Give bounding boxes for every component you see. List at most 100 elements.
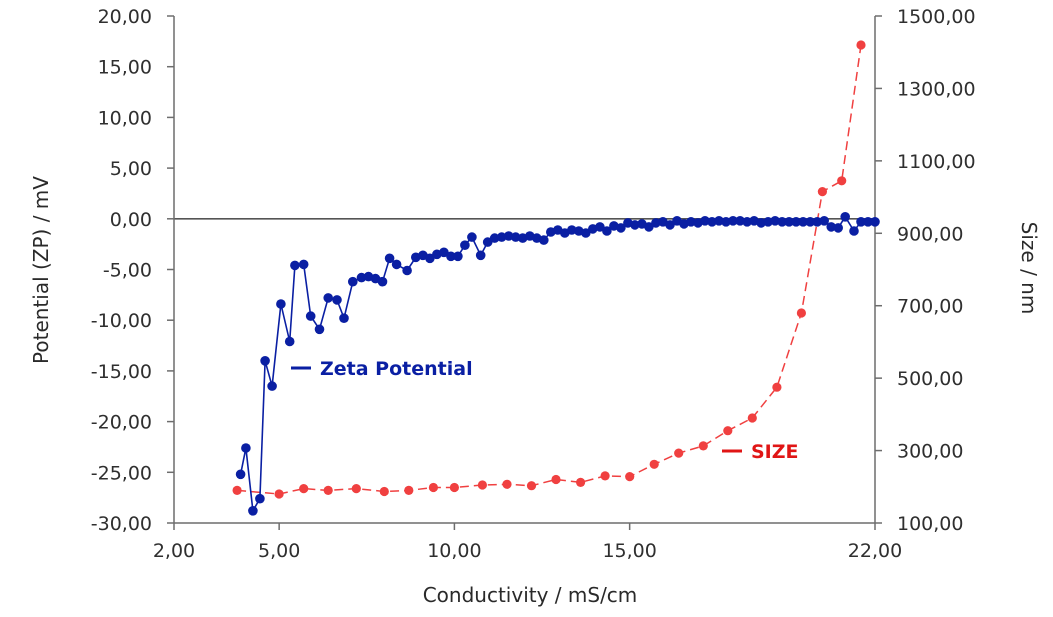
data-point-zeta-potential	[707, 217, 717, 227]
data-point-zeta-potential	[475, 250, 486, 261]
data-point-zeta-potential	[798, 217, 808, 227]
x-tick-label: 5,00	[258, 540, 300, 562]
data-point-size	[274, 489, 284, 499]
y-tick-label: -25,00	[91, 462, 152, 484]
data-point-size	[837, 176, 847, 186]
data-point-zeta-potential	[644, 222, 654, 232]
data-point-size	[551, 474, 561, 485]
data-point-zeta-potential	[467, 232, 477, 242]
data-point-zeta-potential	[332, 295, 342, 305]
data-point-zeta-potential	[616, 223, 626, 233]
series-zeta-potential	[235, 212, 880, 516]
data-point-zeta-potential	[777, 217, 787, 227]
data-point-zeta-potential	[805, 217, 815, 227]
data-point-zeta-potential	[539, 235, 549, 245]
legend-size-label: SIZE	[751, 441, 799, 463]
data-point-zeta-potential	[735, 216, 745, 226]
data-point-zeta-potential	[276, 299, 286, 309]
data-point-zeta-potential	[267, 381, 277, 391]
data-point-size	[674, 448, 684, 458]
data-point-zeta-potential	[314, 324, 325, 335]
data-point-zeta-potential	[391, 259, 402, 270]
data-point-zeta-potential	[248, 506, 258, 516]
data-point-size	[526, 481, 537, 491]
data-point-zeta-potential	[384, 253, 395, 264]
data-point-size	[796, 308, 807, 318]
series-layer	[232, 40, 880, 516]
y-tick-label: -5,00	[103, 260, 152, 282]
data-point-zeta-potential	[460, 240, 470, 250]
data-point-zeta-potential	[595, 222, 605, 232]
y2-tick-label: 900,00	[897, 223, 963, 245]
data-point-zeta-potential	[826, 222, 836, 232]
data-point-zeta-potential	[510, 232, 521, 242]
y2-tick-label: 1500,00	[897, 6, 976, 28]
data-point-size	[817, 187, 828, 197]
data-point-zeta-potential	[567, 225, 577, 235]
data-point-size	[600, 471, 610, 481]
data-point-zeta-potential	[489, 233, 500, 243]
y-tick-label: -30,00	[91, 513, 152, 535]
data-point-size	[379, 486, 389, 497]
y2-tick-label: 300,00	[897, 441, 963, 463]
data-point-size	[404, 485, 414, 495]
data-point-zeta-potential	[260, 356, 270, 366]
x-axis-label: Conductivity / mS/cm	[423, 583, 638, 607]
data-point-size	[232, 485, 242, 495]
data-point-zeta-potential	[446, 251, 456, 262]
data-point-zeta-potential	[849, 226, 859, 236]
data-point-size	[747, 413, 757, 423]
data-point-size	[698, 441, 708, 451]
data-point-size	[323, 485, 333, 495]
data-point-zeta-potential	[819, 216, 829, 226]
legend-size: SIZE	[722, 441, 799, 463]
data-point-zeta-potential	[581, 228, 591, 238]
legend-zeta-potential: Zeta Potential	[291, 358, 473, 380]
data-point-size	[299, 484, 309, 494]
data-point-zeta-potential	[439, 247, 449, 258]
data-point-zeta-potential	[630, 220, 640, 230]
y-tick-label: 15,00	[98, 57, 152, 79]
data-point-size	[723, 426, 733, 436]
y-axis-label: Potential (ZP) / mV	[29, 176, 53, 364]
data-point-zeta-potential	[255, 493, 265, 504]
data-point-size	[649, 459, 659, 469]
data-point-zeta-potential	[791, 217, 801, 227]
data-point-zeta-potential	[870, 217, 880, 227]
y2-axis-label: Size / nm	[1017, 222, 1041, 315]
data-point-zeta-potential	[728, 216, 738, 226]
data-point-zeta-potential	[235, 469, 246, 480]
x-tick-label: 22,00	[848, 540, 902, 562]
y-tick-label: 20,00	[98, 6, 152, 28]
data-point-zeta-potential	[482, 237, 493, 247]
data-point-zeta-potential	[840, 212, 850, 222]
y2-tick-label: 500,00	[897, 368, 963, 390]
data-point-zeta-potential	[665, 220, 675, 230]
y-tick-label: -10,00	[91, 310, 152, 332]
y-tick-label: 0,00	[110, 209, 152, 231]
data-point-size	[502, 479, 512, 489]
y-tick-label: 5,00	[110, 158, 152, 180]
data-point-zeta-potential	[763, 217, 773, 227]
y2-tick-label: 1300,00	[897, 78, 976, 100]
data-point-zeta-potential	[305, 311, 316, 321]
data-point-zeta-potential	[700, 216, 710, 226]
data-point-zeta-potential	[812, 217, 822, 227]
data-point-zeta-potential	[602, 226, 612, 236]
x-tick-label: 10,00	[427, 540, 481, 562]
data-point-zeta-potential	[453, 251, 463, 262]
data-point-zeta-potential	[402, 265, 412, 276]
tick-layer: 2,00 5,00 10,00 15,00 22,00 20,00 15,00 10,00 5,…	[91, 6, 976, 562]
data-point-size	[477, 480, 487, 490]
data-point-zeta-potential	[377, 276, 388, 287]
data-point-size	[428, 482, 438, 493]
x-tick-label: 15,00	[602, 540, 656, 562]
y-tick-label: -15,00	[91, 361, 152, 383]
data-point-zeta-potential	[425, 253, 435, 264]
data-point-zeta-potential	[742, 217, 752, 227]
data-point-zeta-potential	[284, 336, 295, 347]
data-point-size	[449, 482, 459, 493]
data-point-zeta-potential	[784, 217, 794, 227]
data-point-zeta-potential	[348, 276, 358, 287]
legend-zeta-label: Zeta Potential	[320, 358, 473, 380]
